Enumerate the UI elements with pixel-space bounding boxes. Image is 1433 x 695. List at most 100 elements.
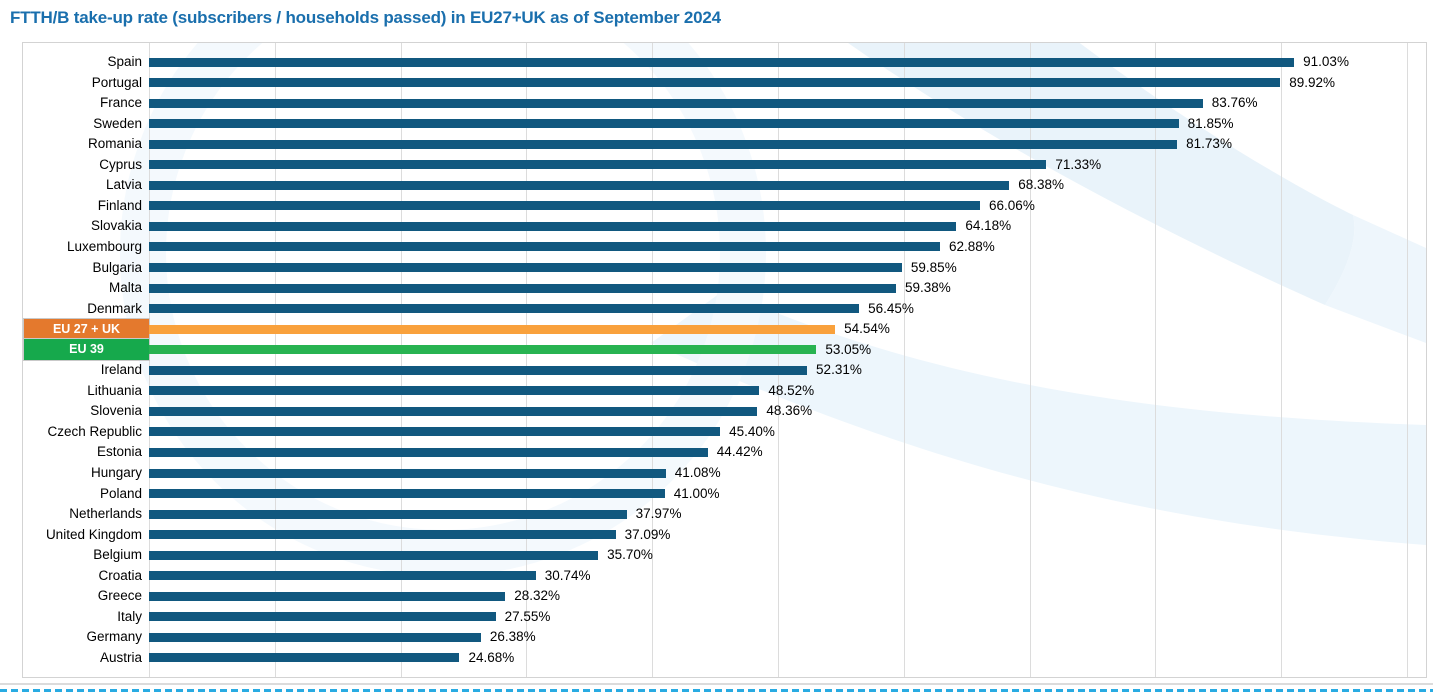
bar	[149, 283, 896, 293]
category-label: Greece	[97, 588, 142, 604]
value-label: 59.38%	[905, 280, 951, 296]
bar	[149, 201, 981, 211]
bar	[149, 57, 1295, 67]
value-label: 89.92%	[1289, 74, 1335, 90]
category-label: Bulgaria	[92, 259, 142, 275]
bar	[149, 139, 1178, 149]
bar	[149, 324, 836, 334]
gridline	[652, 43, 654, 677]
bar	[149, 345, 817, 355]
eu39-aggregate-label: EU 39	[24, 339, 149, 361]
value-label: 27.55%	[504, 608, 551, 624]
page-divider-line	[0, 683, 1433, 685]
value-label: 81.85%	[1187, 115, 1234, 131]
category-label: Poland	[99, 485, 142, 501]
gridline	[526, 43, 528, 677]
value-label: 59.85%	[910, 259, 957, 275]
value-label: 30.74%	[544, 567, 591, 583]
bar	[149, 304, 860, 314]
gridline	[1155, 43, 1157, 677]
category-label: Denmark	[87, 300, 142, 316]
value-label: 37.97%	[635, 506, 682, 522]
bar	[149, 468, 666, 478]
value-label: 35.70%	[607, 547, 653, 563]
bar	[149, 242, 941, 252]
category-label: Lithuania	[87, 382, 142, 398]
bar	[149, 78, 1281, 88]
value-label: 28.32%	[514, 588, 561, 604]
category-label: Germany	[86, 629, 142, 645]
gridline	[903, 43, 905, 677]
bar	[149, 406, 758, 416]
value-label: 53.05%	[825, 341, 872, 357]
gridline	[778, 43, 779, 677]
chart-title: FTTH/B take-up rate (subscribers / house…	[10, 8, 721, 27]
gridline	[1407, 43, 1408, 677]
value-label: 45.40%	[729, 423, 775, 439]
gridline	[1281, 43, 1283, 677]
category-label: Malta	[108, 280, 142, 296]
value-label: 71.33%	[1055, 156, 1102, 172]
bar	[149, 365, 808, 375]
bar	[149, 263, 902, 272]
value-label: 44.42%	[716, 444, 763, 460]
value-label: 66.06%	[989, 197, 1035, 213]
value-label: 54.54%	[844, 321, 890, 337]
category-label: Ireland	[100, 362, 142, 378]
category-label: Slovakia	[90, 218, 142, 234]
bar	[149, 550, 599, 560]
eu27uk-aggregate-label: EU 27 + UK	[24, 318, 149, 340]
category-label: United Kingdom	[45, 526, 142, 542]
value-label: 41.00%	[673, 485, 720, 501]
value-label: 37.09%	[624, 526, 671, 542]
value-label: 48.52%	[768, 382, 815, 398]
category-label: Luxembourg	[66, 238, 142, 254]
gridline	[274, 43, 276, 677]
category-label: Croatia	[98, 567, 142, 583]
category-label: Finland	[97, 197, 142, 213]
category-label: Cyprus	[99, 156, 142, 172]
category-label: Czech Republic	[47, 423, 142, 439]
dashed-bottom-border	[0, 689, 1433, 692]
bar	[149, 530, 616, 540]
category-label: Austria	[99, 649, 142, 665]
category-label: Portugal	[91, 74, 142, 90]
bar	[149, 653, 460, 663]
bar	[149, 98, 1203, 108]
category-label: France	[99, 95, 142, 111]
bar	[149, 591, 506, 601]
value-label: 26.38%	[489, 629, 536, 645]
category-label: Latvia	[105, 177, 142, 193]
value-label: 48.36%	[766, 403, 813, 419]
category-label: Belgium	[93, 547, 142, 563]
bar	[149, 632, 481, 642]
bar	[149, 571, 536, 581]
gridline	[400, 43, 402, 677]
value-label: 62.88%	[949, 238, 995, 254]
bar	[149, 612, 496, 622]
gridline	[149, 43, 150, 677]
bar	[149, 447, 708, 457]
bar	[149, 509, 627, 519]
plot-area: Spain 91.03% Portugal 89.92% France 83.76% Swe…	[22, 42, 1427, 678]
bar	[149, 119, 1179, 129]
bar	[149, 180, 1010, 190]
category-label: Hungary	[90, 465, 142, 480]
value-label: 83.76%	[1211, 95, 1258, 111]
category-label: Romania	[87, 136, 142, 152]
bar	[149, 386, 760, 396]
category-label: Spain	[107, 54, 142, 69]
value-label: 24.68%	[468, 649, 515, 665]
category-label: Italy	[117, 608, 142, 624]
bar	[149, 427, 721, 437]
category-label: Netherlands	[69, 506, 142, 522]
category-label: Slovenia	[90, 403, 142, 419]
value-label: 64.18%	[965, 218, 1012, 234]
value-label: 81.73%	[1186, 136, 1232, 152]
gridline	[1029, 43, 1031, 677]
value-label: 41.08%	[674, 465, 721, 480]
bar	[149, 221, 957, 231]
value-label: 52.31%	[816, 362, 862, 378]
value-label: 91.03%	[1303, 54, 1349, 69]
